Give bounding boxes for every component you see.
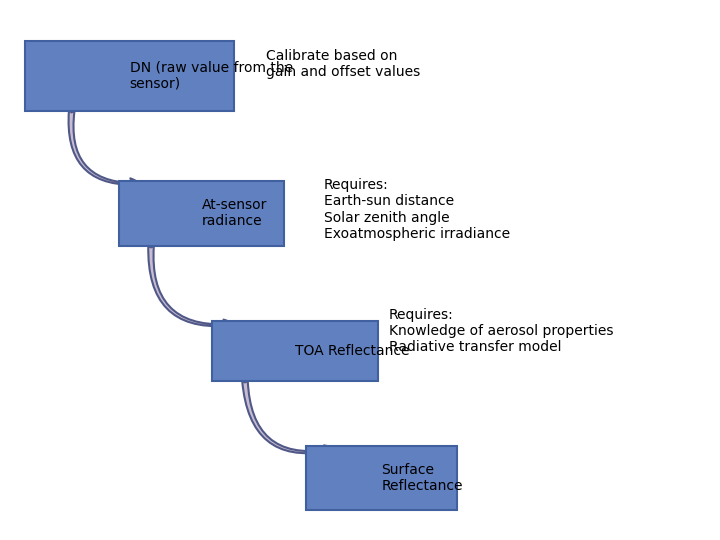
FancyBboxPatch shape: [306, 446, 457, 510]
FancyArrowPatch shape: [68, 111, 141, 190]
FancyBboxPatch shape: [25, 40, 234, 111]
Text: Surface
Reflectance: Surface Reflectance: [382, 463, 463, 493]
Text: DN (raw value from the
sensor): DN (raw value from the sensor): [130, 60, 293, 91]
Text: Requires:
Knowledge of aerosol properties
Radiative transfer model: Requires: Knowledge of aerosol propertie…: [389, 308, 613, 354]
Text: At-sensor
radiance: At-sensor radiance: [202, 198, 267, 228]
FancyBboxPatch shape: [119, 181, 284, 246]
FancyArrowPatch shape: [148, 246, 235, 330]
FancyBboxPatch shape: [212, 321, 378, 381]
Text: Requires:
Earth-sun distance
Solar zenith angle
Exoatmospheric irradiance: Requires: Earth-sun distance Solar zenit…: [324, 178, 510, 241]
FancyArrowPatch shape: [242, 381, 336, 456]
Text: Calibrate based on
gain and offset values: Calibrate based on gain and offset value…: [266, 49, 420, 79]
Text: TOA Reflectance: TOA Reflectance: [295, 344, 410, 358]
